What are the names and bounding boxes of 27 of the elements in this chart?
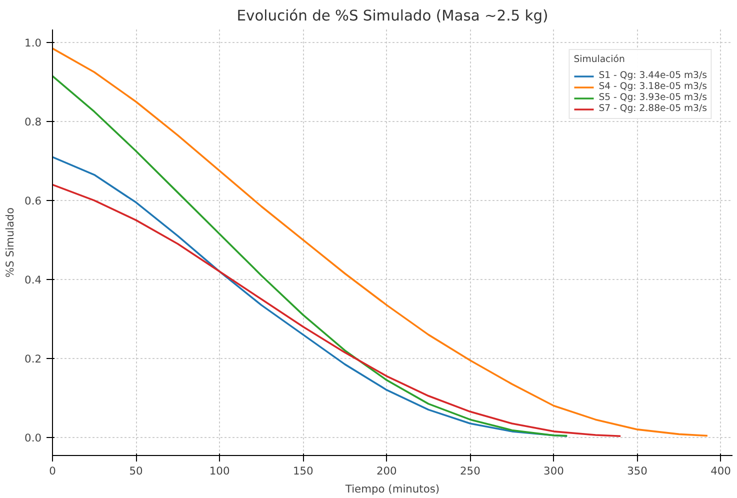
x-tick-label: 300 (544, 464, 564, 478)
x-tick-label: 250 (460, 464, 481, 478)
y-tick-label: 0.4 (24, 273, 42, 286)
x-tick-label: 350 (627, 464, 648, 478)
chart-title: Evolución de %S Simulado (Masa ~2.5 kg) (236, 8, 548, 24)
y-tick-label: 0.6 (24, 194, 42, 208)
line-series (52, 75, 568, 437)
y-tick-label: 0.8 (24, 115, 42, 128)
x-tick-label: 0 (49, 464, 56, 478)
legend-title: Simulación (574, 54, 626, 65)
line-series (52, 156, 568, 438)
x-tick-label: 100 (209, 464, 230, 478)
x-tick-label: 200 (376, 464, 398, 478)
y-axis-title: %S Simulado (4, 208, 17, 278)
legend-label: S1 - Qg: 3.44e-05 m3/s (598, 70, 707, 81)
line-series (52, 184, 622, 438)
y-tick-label: 0.2 (24, 352, 42, 366)
legend-label: S4 - Qg: 3.18e-05 m3/s (598, 81, 707, 92)
y-tick-label: 0.0 (24, 431, 42, 444)
x-tick-label: 50 (129, 464, 144, 478)
x-axis-title: Tiempo (minutos) (344, 482, 440, 496)
x-tick-label: 150 (292, 464, 314, 478)
x-tick-label: 400 (710, 464, 732, 478)
legend-label: S5 - Qg: 3.93e-05 m3/s (598, 92, 707, 103)
y-tick-label: 1.0 (24, 36, 42, 50)
line-series (52, 48, 708, 437)
legend-label: S7 - Qg: 2.88e-05 m3/s (598, 103, 707, 114)
